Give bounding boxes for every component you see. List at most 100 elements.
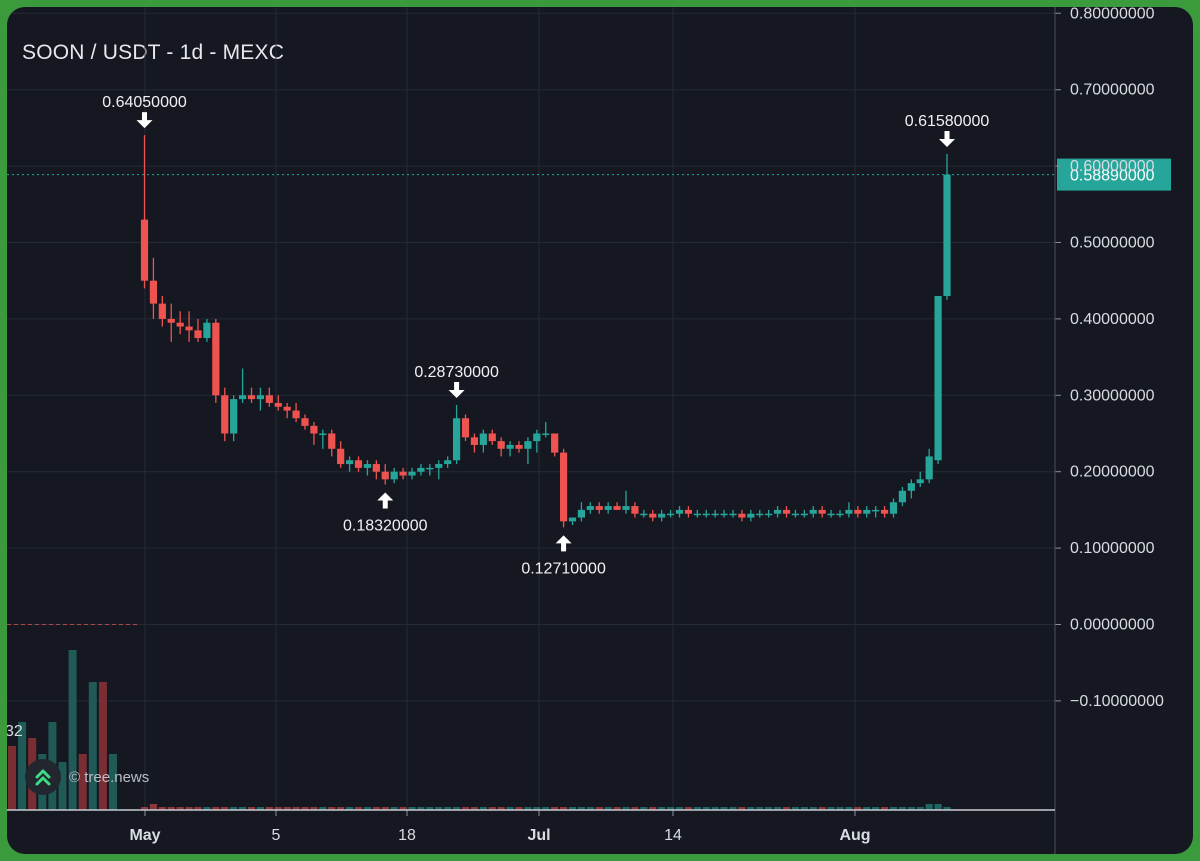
candle-volume-bar bbox=[773, 807, 782, 810]
y-tick-label: 0.50000000 bbox=[1070, 235, 1155, 252]
candle-body bbox=[649, 513, 657, 518]
candle-volume-bar bbox=[515, 807, 523, 810]
volume-bars: 32 bbox=[7, 624, 951, 810]
candle-volume-bar bbox=[863, 807, 871, 810]
candle-body bbox=[693, 513, 701, 516]
candle-volume-bar bbox=[872, 807, 880, 810]
candle-body bbox=[845, 509, 853, 514]
candle-body bbox=[756, 513, 764, 516]
candle-body bbox=[675, 509, 684, 514]
candle-volume-bar bbox=[203, 807, 211, 810]
candle-volume-bar bbox=[399, 807, 407, 810]
arrow-shaft bbox=[944, 131, 950, 141]
candle-body bbox=[408, 471, 416, 476]
x-tick-label: 18 bbox=[398, 827, 416, 844]
candle-body bbox=[140, 219, 149, 281]
candle-body bbox=[880, 509, 889, 514]
candle-body bbox=[363, 464, 372, 468]
candle-body bbox=[176, 322, 184, 327]
candle-volume-bar bbox=[943, 807, 951, 810]
candle-body bbox=[345, 460, 354, 465]
candle-body bbox=[943, 174, 951, 296]
candle-volume-bar bbox=[907, 807, 915, 810]
arrow-shaft bbox=[454, 382, 460, 392]
candle-volume-bar bbox=[747, 807, 755, 810]
candle-volume-bar bbox=[256, 807, 265, 810]
candle-volume-bar bbox=[167, 807, 175, 810]
candle-body bbox=[506, 444, 514, 449]
candle-volume-bar bbox=[702, 807, 710, 810]
candle-body bbox=[301, 418, 309, 426]
candle-body bbox=[765, 513, 773, 516]
candle-volume-bar bbox=[345, 807, 354, 810]
candle-volume-bar bbox=[782, 807, 791, 810]
candle-body bbox=[185, 326, 193, 331]
candle-volume-bar bbox=[559, 807, 568, 810]
candle-volume-bar bbox=[479, 807, 487, 810]
candle-volume-bar bbox=[631, 807, 639, 810]
arrow-down-icon bbox=[448, 382, 465, 399]
volume-bar bbox=[18, 722, 27, 810]
candle-volume-bar bbox=[854, 807, 862, 810]
candle-volume-bar bbox=[916, 807, 924, 810]
candle-volume-bar bbox=[551, 807, 559, 810]
annotation-high-label: 0.28730000 bbox=[414, 364, 499, 381]
candle-volume-bar bbox=[417, 807, 425, 810]
candlestick-chart: 32 0.58890000 0.64050000 0.18320000 0.2873… bbox=[7, 7, 1171, 854]
candle-volume-bar bbox=[756, 807, 764, 810]
candle-body bbox=[720, 513, 728, 516]
candle-volume-bar bbox=[649, 807, 657, 810]
candle-body bbox=[747, 513, 755, 518]
candle-body bbox=[907, 483, 915, 491]
candle-body bbox=[551, 433, 559, 453]
candle-body bbox=[444, 460, 452, 465]
candle-body bbox=[916, 479, 924, 484]
candle-body bbox=[738, 513, 746, 518]
candle-body bbox=[390, 471, 398, 480]
candle-volume-bar bbox=[791, 807, 800, 810]
y-tick-label: 0.20000000 bbox=[1070, 464, 1155, 481]
candles bbox=[140, 135, 951, 528]
candle-volume-bar bbox=[381, 807, 389, 810]
candle-volume-bar bbox=[675, 807, 684, 810]
annotation-low-label: 0.18320000 bbox=[343, 518, 428, 535]
candle-volume-bar bbox=[176, 807, 184, 810]
candle-body bbox=[666, 513, 675, 516]
candle-volume-bar bbox=[827, 807, 835, 810]
candle-body bbox=[461, 418, 470, 438]
candle-volume-bar bbox=[836, 807, 844, 810]
y-tick-label: 0.10000000 bbox=[1070, 540, 1155, 557]
arrow-head bbox=[136, 120, 153, 129]
candle-volume-bar bbox=[577, 807, 586, 810]
candle-volume-bar bbox=[818, 807, 826, 810]
candle-volume-bar bbox=[658, 807, 666, 810]
candle-volume-bar bbox=[711, 807, 719, 810]
arrow-head bbox=[939, 139, 955, 148]
arrow-up-icon bbox=[377, 492, 394, 509]
candle-volume-bar bbox=[310, 807, 318, 810]
candle-body bbox=[158, 303, 166, 319]
volume-bar bbox=[98, 682, 107, 810]
candle-volume-bar bbox=[408, 807, 416, 810]
axes: 0.80000000 0.70000000 0.60000000 0.50000000… bbox=[7, 7, 1164, 854]
volume-bar bbox=[68, 650, 77, 810]
candle-volume-bar bbox=[684, 807, 693, 810]
candle-volume-bar bbox=[925, 804, 933, 810]
candle-body bbox=[417, 467, 425, 472]
candle-body bbox=[711, 513, 719, 516]
candle-body bbox=[470, 437, 479, 445]
candle-body bbox=[702, 513, 710, 516]
candle-body bbox=[898, 490, 907, 503]
candle-volume-bar bbox=[337, 807, 345, 810]
volume-bar bbox=[88, 682, 97, 810]
candle-body bbox=[515, 444, 523, 449]
annotation-high-label: 0.64050000 bbox=[102, 94, 187, 111]
candle-volume-bar bbox=[889, 807, 898, 810]
candle-body bbox=[274, 402, 282, 407]
candle-body bbox=[827, 513, 835, 516]
y-tick-label: 0.60000000 bbox=[1070, 158, 1155, 175]
candle-body bbox=[426, 467, 434, 470]
x-tick-label: 14 bbox=[664, 827, 682, 844]
candle-body bbox=[203, 322, 211, 338]
candle-body bbox=[925, 456, 933, 480]
